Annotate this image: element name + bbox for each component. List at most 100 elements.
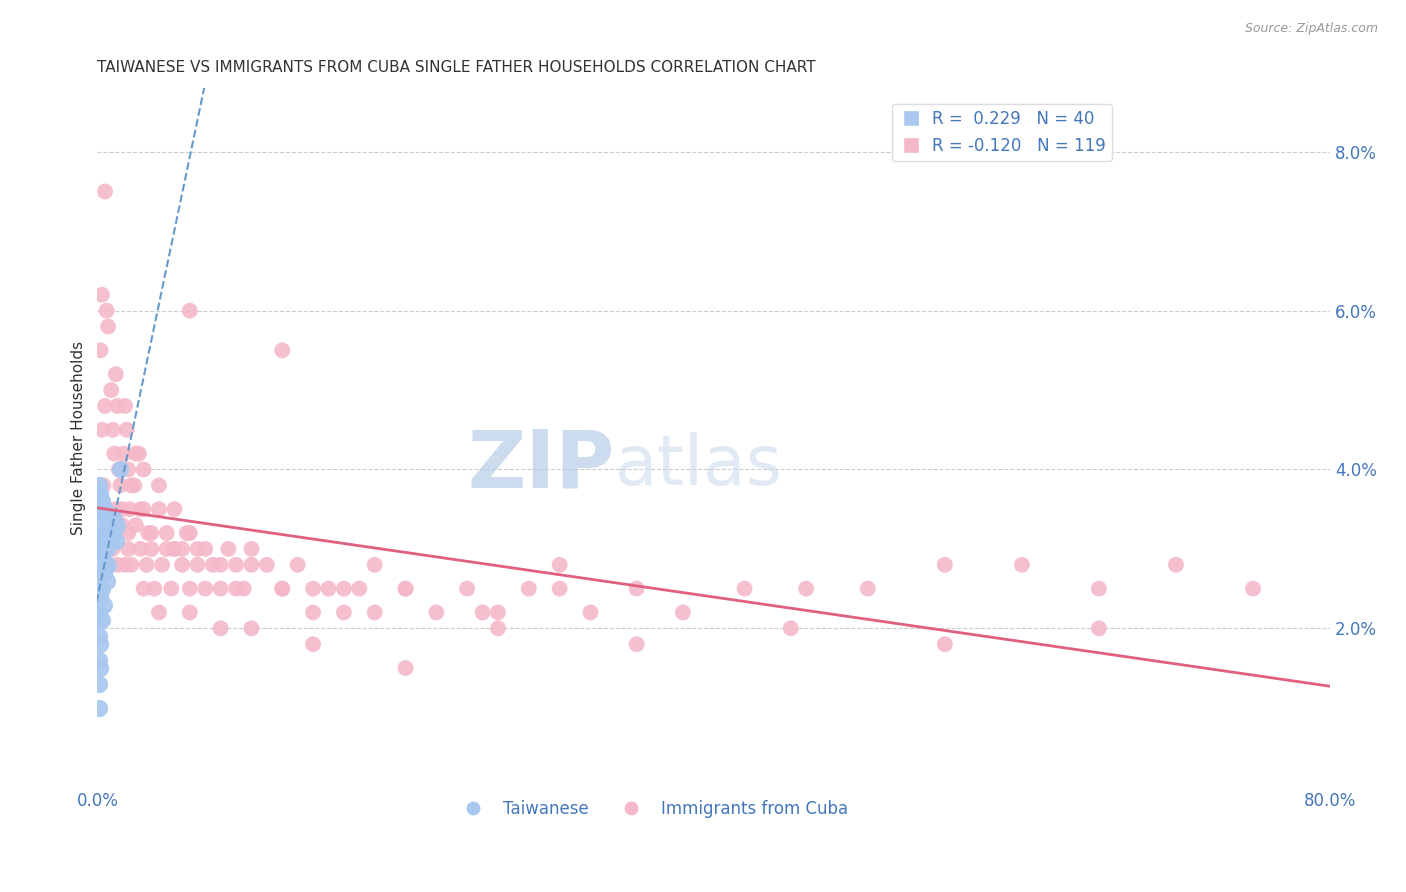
Point [117,462,139,476]
Point [94,185,117,199]
Point [91,582,114,596]
Point [89,637,111,651]
Point [179,582,201,596]
Point [91,518,114,533]
Point [94,526,117,541]
Point [89,343,111,358]
Point [91,549,114,564]
Point [394,661,416,675]
Point [91,423,114,437]
Point [302,637,325,651]
Point [115,423,138,437]
Point [148,606,170,620]
Point [91,287,114,301]
Text: TAIWANESE VS IMMIGRANTS FROM CUBA SINGLE FATHER HOUSEHOLDS CORRELATION CHART: TAIWANESE VS IMMIGRANTS FROM CUBA SINGLE… [97,60,815,75]
Point [1011,558,1033,572]
Point [240,541,263,556]
Point [94,502,117,516]
Point [100,533,122,548]
Point [87,653,110,667]
Point [209,558,232,572]
Point [209,582,232,596]
Point [141,526,163,541]
Point [217,541,239,556]
Point [364,606,387,620]
Point [91,613,114,627]
Point [672,606,695,620]
Point [271,343,294,358]
Point [87,700,110,714]
Point [548,582,571,596]
Point [256,558,278,572]
Point [349,582,371,596]
Point [626,582,648,596]
Point [89,661,111,675]
Point [97,526,120,541]
Y-axis label: Single Father Households: Single Father Households [72,341,86,535]
Point [98,558,121,572]
Point [225,582,247,596]
Point [163,541,186,556]
Point [96,303,118,318]
Point [364,558,387,572]
Point [87,629,110,643]
Point [135,558,157,572]
Point [734,582,756,596]
Point [87,677,110,691]
Point [486,606,509,620]
Point [394,582,416,596]
Point [101,518,124,533]
Point [89,613,111,627]
Point [104,502,127,516]
Point [101,423,124,437]
Point [150,558,173,572]
Point [129,541,152,556]
Point [141,541,163,556]
Point [333,606,356,620]
Point [302,582,325,596]
Point [132,502,155,516]
Point [1241,582,1264,596]
Point [176,526,198,541]
Point [302,606,325,620]
Point [128,447,150,461]
Point [100,383,122,397]
Point [172,541,194,556]
Point [104,367,127,381]
Point [97,558,120,572]
Point [112,447,135,461]
Point [179,526,201,541]
Point [132,582,155,596]
Point [120,478,142,492]
Point [87,558,110,572]
Point [271,582,294,596]
Point [143,582,166,596]
Point [89,486,111,500]
Point [125,518,148,533]
Point [105,518,128,533]
Point [111,502,134,516]
Text: ZIP: ZIP [468,426,614,505]
Text: atlas: atlas [614,432,783,500]
Point [87,502,110,516]
Point [97,526,120,541]
Point [132,462,155,476]
Point [117,541,139,556]
Point [156,526,179,541]
Point [194,582,217,596]
Point [163,502,186,516]
Point [225,558,247,572]
Point [114,399,136,413]
Point [240,621,263,635]
Point [148,502,170,516]
Point [179,303,201,318]
Point [93,533,115,548]
Point [101,541,124,556]
Point [856,582,879,596]
Point [579,606,602,620]
Point [201,558,224,572]
Point [89,566,111,580]
Point [318,582,340,596]
Point [87,478,110,492]
Point [626,637,648,651]
